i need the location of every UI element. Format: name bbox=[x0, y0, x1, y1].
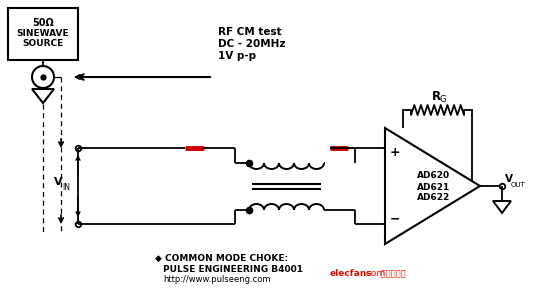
Text: AD622: AD622 bbox=[417, 194, 450, 202]
Text: 50Ω: 50Ω bbox=[32, 18, 54, 28]
Text: AD620: AD620 bbox=[417, 171, 450, 181]
Text: RF CM test: RF CM test bbox=[218, 27, 282, 37]
Text: V: V bbox=[54, 177, 62, 187]
Text: ◆ COMMON MODE CHOKE:: ◆ COMMON MODE CHOKE: bbox=[155, 254, 288, 262]
Text: .com: .com bbox=[363, 270, 385, 278]
Text: G: G bbox=[439, 95, 446, 105]
Text: OUT: OUT bbox=[511, 182, 526, 188]
Text: SINEWAVE: SINEWAVE bbox=[16, 29, 69, 38]
Text: 电子发烧友: 电子发烧友 bbox=[378, 270, 406, 278]
Text: PULSE ENGINEERING B4001: PULSE ENGINEERING B4001 bbox=[163, 264, 303, 274]
Text: IN: IN bbox=[62, 182, 70, 192]
Text: R: R bbox=[432, 89, 441, 102]
Text: −: − bbox=[390, 212, 400, 226]
Text: V: V bbox=[505, 174, 513, 184]
Text: 1V p-p: 1V p-p bbox=[218, 51, 256, 61]
Text: +: + bbox=[390, 147, 400, 160]
Text: http://www.pulseeng.com: http://www.pulseeng.com bbox=[163, 275, 271, 285]
Text: AD621: AD621 bbox=[417, 182, 450, 192]
Bar bbox=[8, 8, 78, 60]
Text: SOURCE: SOURCE bbox=[23, 39, 64, 48]
Text: DC - 20MHz: DC - 20MHz bbox=[218, 39, 285, 49]
Text: elecfans: elecfans bbox=[330, 270, 373, 278]
